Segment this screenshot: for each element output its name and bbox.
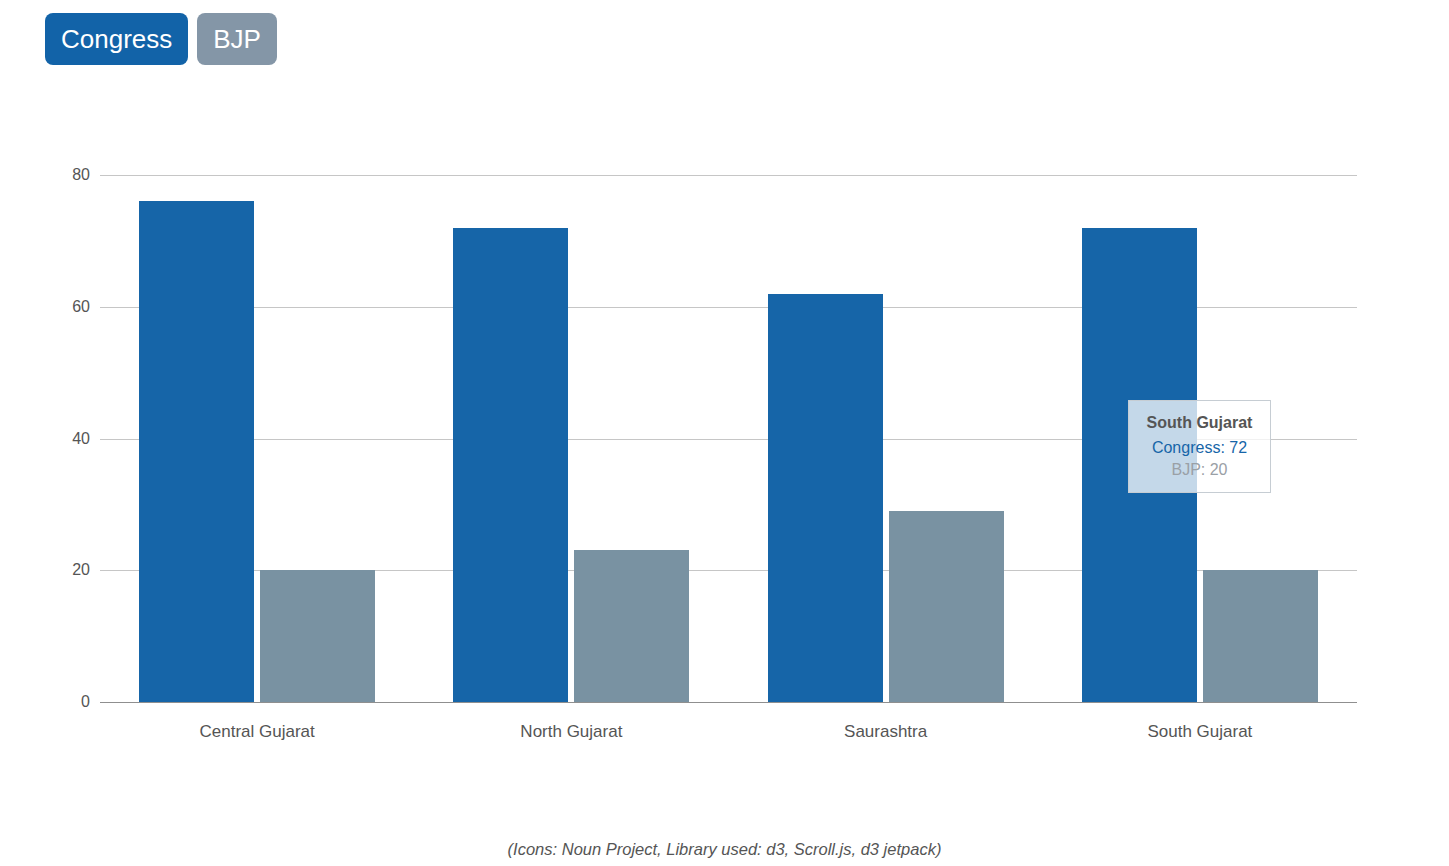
y-axis-tick-label: 60 <box>40 298 90 316</box>
bar-congress-north-gujarat[interactable] <box>453 228 568 702</box>
bar-congress-central-gujarat[interactable] <box>139 201 254 702</box>
page: Congress BJP 020406080Central GujaratNor… <box>0 0 1449 866</box>
credits-text: (Icons: Noun Project, Library used: d3, … <box>0 840 1449 859</box>
gridline-y-0 <box>100 702 1357 703</box>
y-axis-tick-label: 80 <box>40 166 90 184</box>
y-axis-tick-label: 40 <box>40 430 90 448</box>
bar-congress-saurashtra[interactable] <box>768 294 883 702</box>
x-axis-label-central-gujarat: Central Gujarat <box>199 722 314 742</box>
tooltip-row-congress: Congress: 72 <box>1129 437 1270 459</box>
y-axis-tick-label: 20 <box>40 561 90 579</box>
x-axis-label-north-gujarat: North Gujarat <box>520 722 622 742</box>
bar-bjp-south-gujarat[interactable] <box>1203 570 1318 702</box>
x-axis-label-south-gujarat: South Gujarat <box>1147 722 1252 742</box>
bar-bjp-north-gujarat[interactable] <box>574 550 689 702</box>
tooltip-row-bjp: BJP: 20 <box>1129 459 1270 481</box>
gridline-y-80 <box>100 175 1357 176</box>
bar-bjp-central-gujarat[interactable] <box>260 570 375 702</box>
bar-bjp-saurashtra[interactable] <box>889 511 1004 702</box>
tooltip: South Gujarat Congress: 72BJP: 20 <box>1128 400 1271 493</box>
tooltip-title: South Gujarat <box>1129 414 1270 432</box>
x-axis-label-saurashtra: Saurashtra <box>844 722 927 742</box>
y-axis-tick-label: 0 <box>40 693 90 711</box>
